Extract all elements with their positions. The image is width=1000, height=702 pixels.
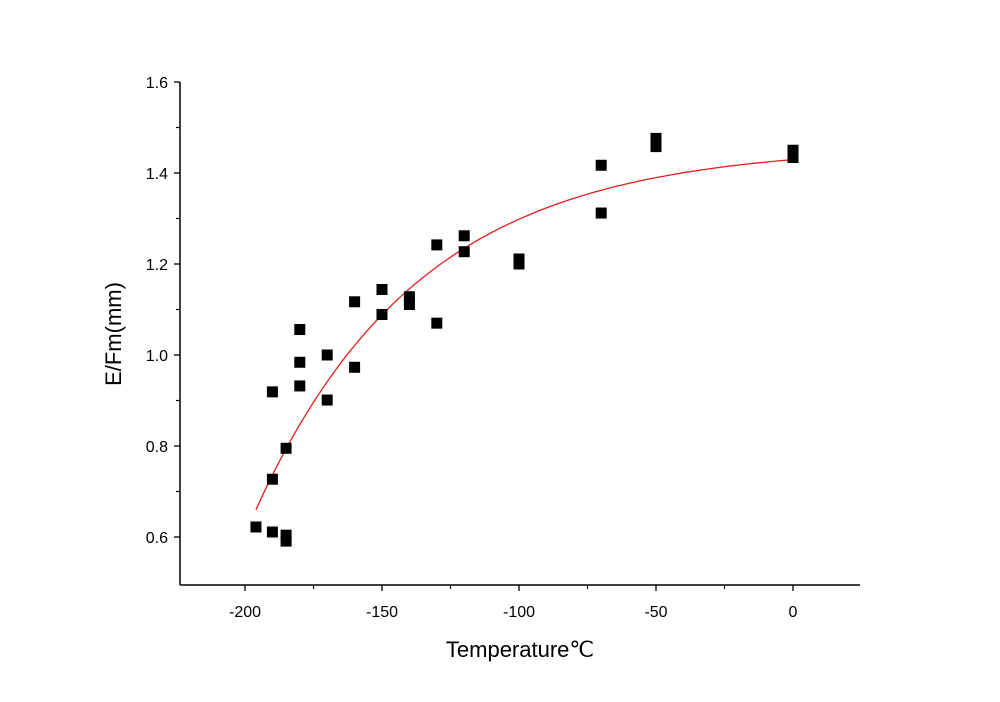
y-tick-label: 1.2 (146, 257, 168, 274)
x-tick-label: -100 (503, 604, 535, 621)
y-tick-label: 0.6 (146, 530, 168, 547)
fit-curve (255, 158, 794, 510)
data-point (650, 141, 662, 153)
data-points (250, 132, 799, 547)
y-tick-label: 0.8 (146, 439, 168, 456)
data-point (513, 258, 525, 270)
data-point (250, 521, 262, 533)
data-point (376, 283, 388, 295)
data-point (403, 291, 415, 303)
x-tick-label: 0 (789, 604, 798, 621)
data-point (595, 159, 607, 171)
data-point (787, 144, 799, 156)
data-point (595, 207, 607, 219)
data-point (321, 349, 333, 361)
data-point (431, 239, 443, 251)
data-point (431, 317, 443, 329)
data-point (266, 386, 278, 398)
y-tick-label: 1.4 (146, 166, 168, 183)
data-point (650, 132, 662, 144)
data-point (294, 356, 306, 368)
axes: 0.6 0.8 1.0 1.2 1.4 1.6 -200 -150 -100 -50 0 (146, 75, 860, 621)
data-point (787, 152, 799, 164)
y-tick-label: 1.6 (146, 75, 168, 92)
data-point (458, 246, 470, 258)
data-point (294, 324, 306, 336)
data-point (321, 394, 333, 406)
data-point (280, 442, 292, 454)
data-point (280, 535, 292, 547)
fit-curve-group (255, 158, 794, 510)
data-point (376, 309, 388, 321)
x-tick-label: -150 (366, 604, 398, 621)
x-tick-label: -50 (644, 604, 667, 621)
data-point (294, 380, 306, 392)
x-axis-title: Temperature℃ (446, 637, 594, 662)
data-point (266, 526, 278, 538)
data-point (266, 473, 278, 485)
x-tick-label: -200 (229, 604, 261, 621)
y-axis-title: E/Fm(mm) (101, 282, 126, 386)
data-point (349, 361, 361, 373)
data-point (349, 296, 361, 308)
data-point (280, 529, 292, 541)
data-point (458, 230, 470, 242)
y-tick-label: 1.0 (146, 348, 168, 365)
data-point (403, 298, 415, 310)
